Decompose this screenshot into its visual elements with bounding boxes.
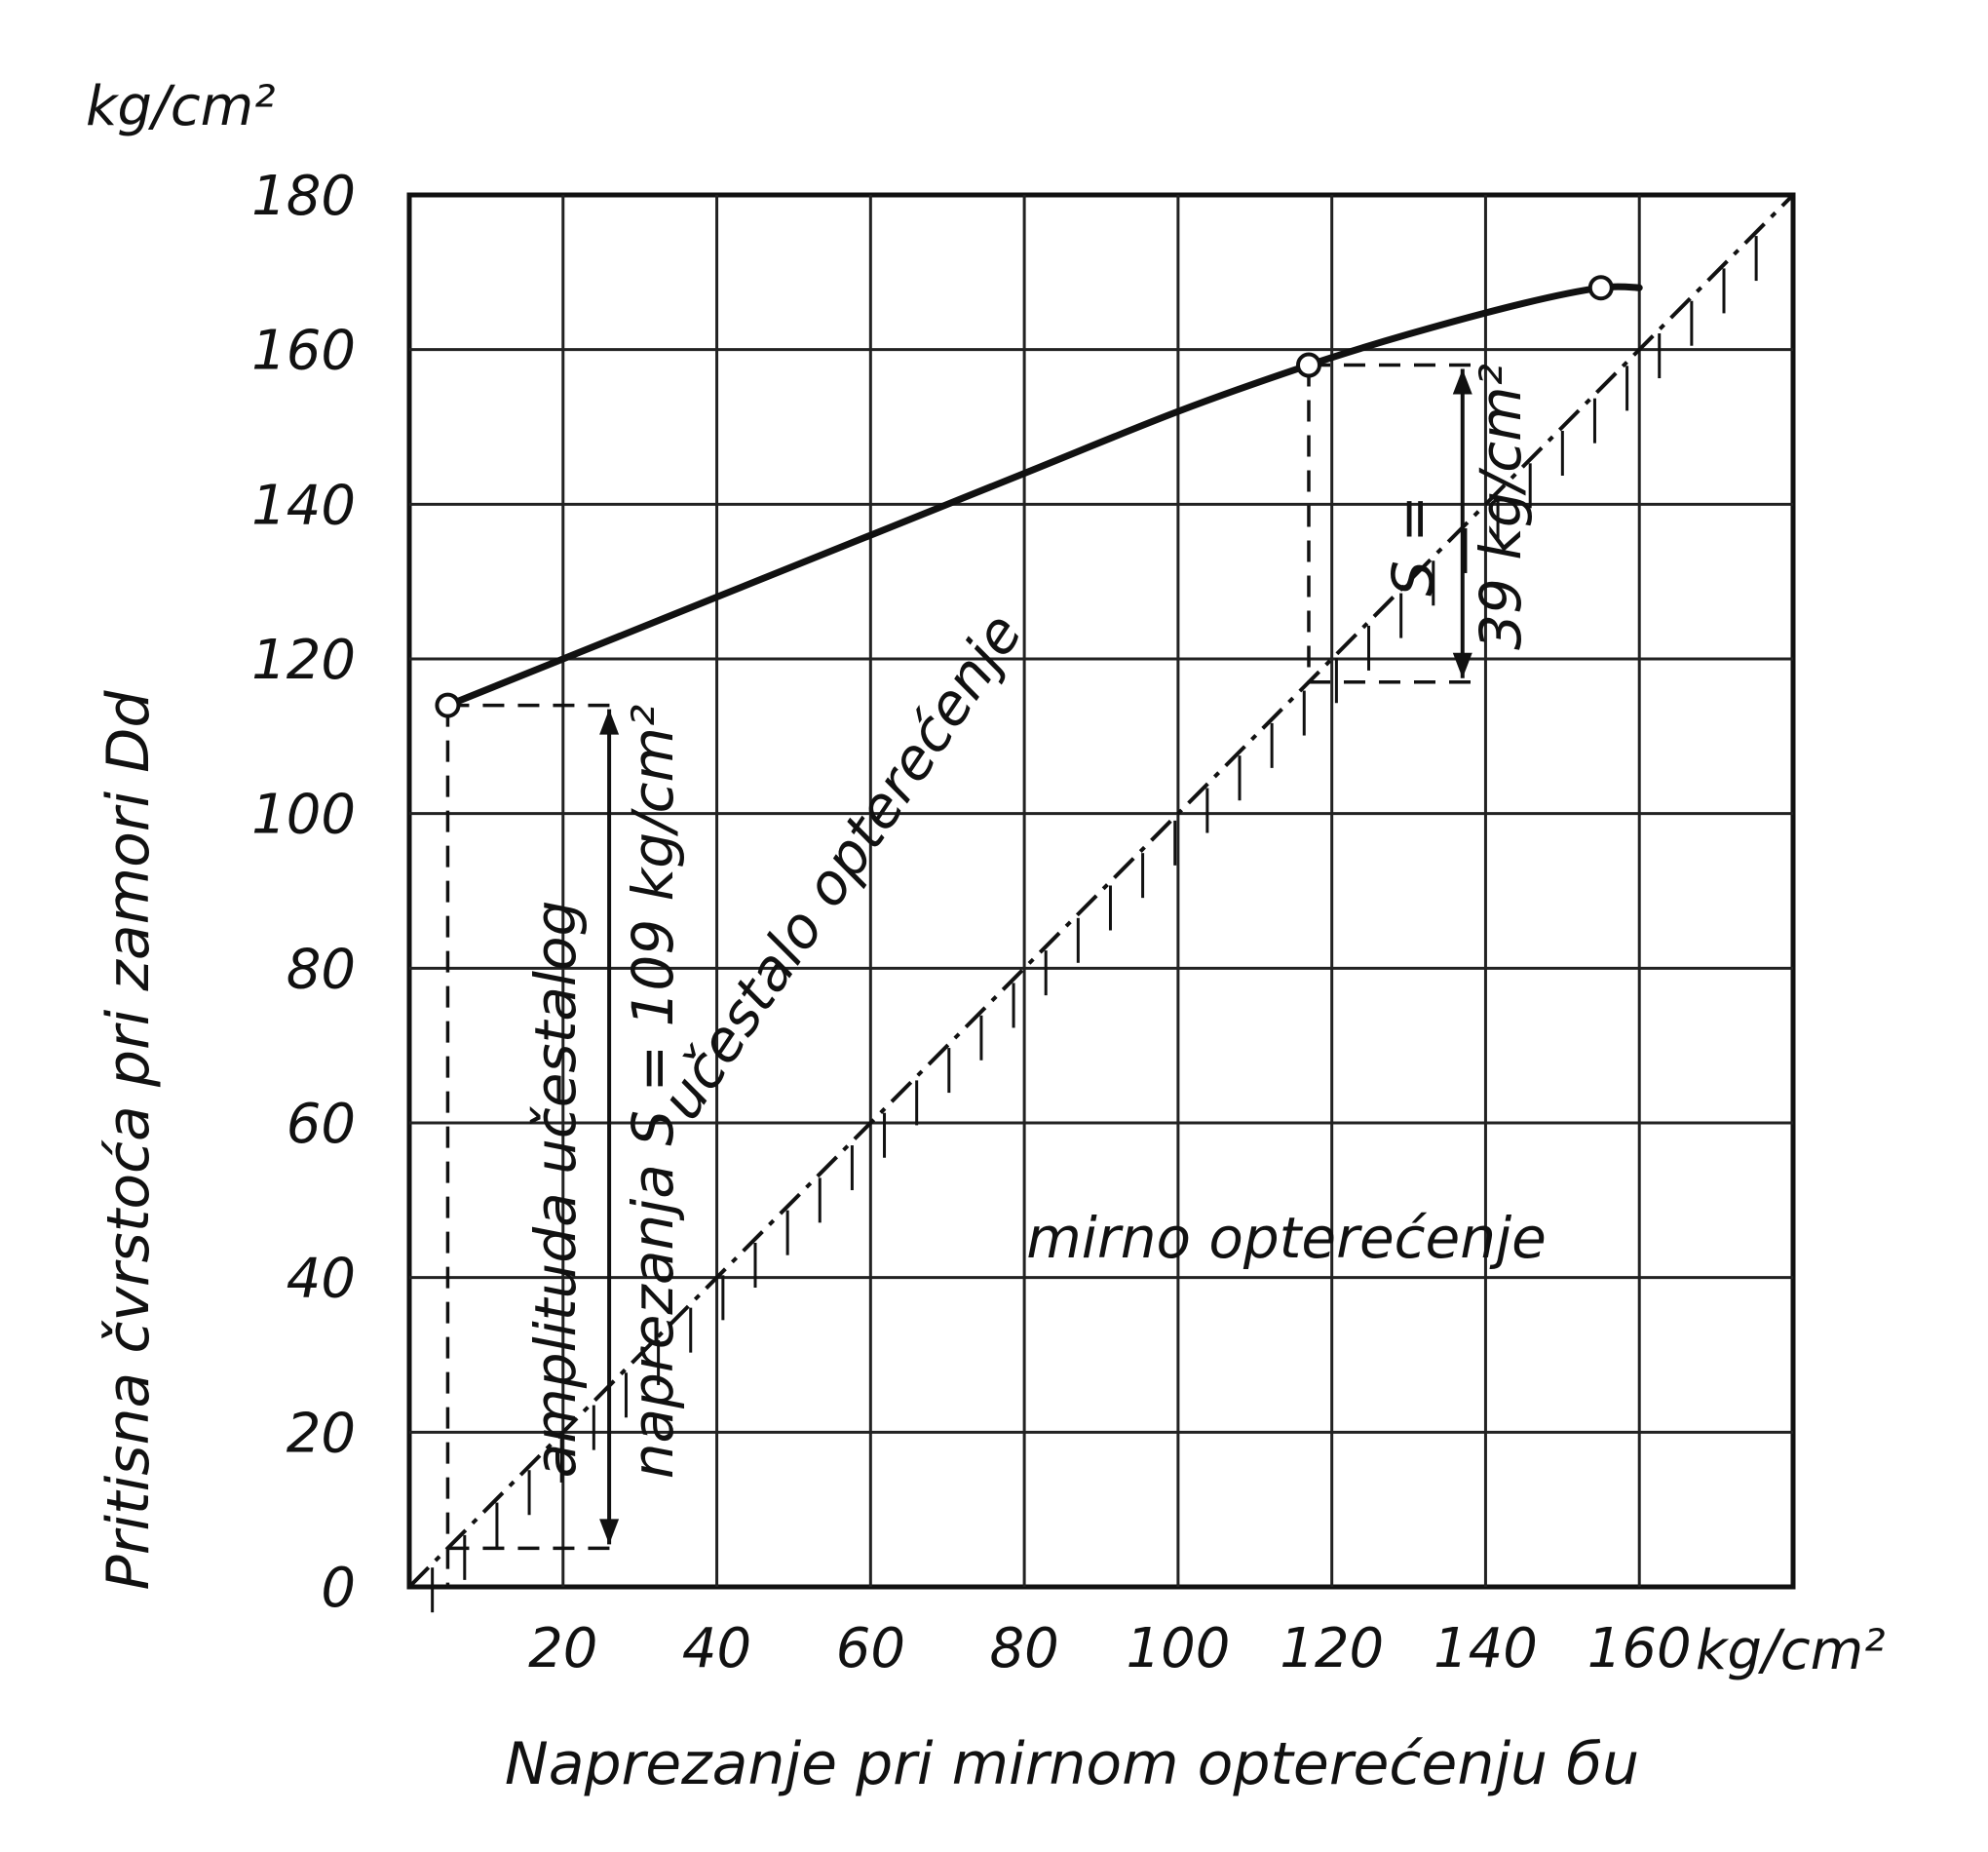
s-small-arrow-head-top (1452, 368, 1472, 395)
x-tick-label: 160 (1587, 1617, 1692, 1680)
marked-point (1296, 352, 1321, 378)
upper-region-label: učestalo opterećenje (648, 601, 1035, 1131)
y-tick-label: 180 (251, 165, 356, 228)
x-tick-label: 20 (528, 1617, 597, 1680)
marked-point (435, 692, 461, 718)
y-tick-label: 20 (287, 1402, 356, 1465)
dashed-guides (445, 363, 1478, 1587)
s-small-label-line1: S = (1380, 495, 1446, 597)
amplitude-arrow-head-top (599, 709, 620, 735)
x-tick-label: 60 (836, 1617, 905, 1680)
dimension-arrows (599, 368, 1472, 1545)
x-axis-title: Naprezanje pri mirnom opterećenju бu (505, 1730, 1639, 1798)
x-tick-label: 140 (1434, 1617, 1538, 1680)
fatigue-curve-line (443, 283, 1643, 710)
y-tick-label: 0 (321, 1557, 356, 1620)
amplitude-label-line2: naprezanja S = 109 kg/cm² (620, 705, 686, 1480)
y-tick-label: 60 (287, 1093, 356, 1156)
diagonal-line (407, 193, 1795, 1589)
y-tick-label: 40 (287, 1248, 356, 1311)
x-tick-label: 80 (989, 1617, 1058, 1680)
diagonal-hatched-line (407, 193, 1795, 1613)
marked-point (1587, 275, 1614, 301)
s-small-arrow-head-bottom (1452, 652, 1472, 678)
y-axis-title: Pritisna čvrstoća pri zamori Dd (95, 690, 163, 1591)
x-tick-label: 120 (1280, 1617, 1384, 1680)
fatigue-curve (443, 283, 1643, 710)
lower-region-label: mirno opterećenje (1026, 1205, 1547, 1271)
amplitude-label-line1: amplituda učestalog (522, 901, 589, 1479)
y-tick-label: 160 (251, 320, 356, 383)
y-tick-label: 120 (251, 629, 356, 692)
grid (406, 192, 1796, 1590)
y-tick-label: 100 (251, 784, 356, 847)
amplitude-arrow-head-bottom (599, 1519, 620, 1545)
x-unit-label: kg/cm² (1696, 1619, 1886, 1682)
x-tick-label: 100 (1126, 1617, 1230, 1680)
y-unit-label: kg/cm² (86, 75, 276, 138)
y-tick-label: 80 (287, 938, 356, 1001)
tick-labels: 20 40 60 80 100 120 140 160 0 20 40 60 80 100 120 140 16… (251, 165, 1692, 1680)
x-tick-label: 40 (682, 1617, 751, 1680)
y-tick-label: 140 (251, 474, 356, 537)
plot-frame (406, 192, 1796, 1590)
marked-points (435, 275, 1614, 718)
s-small-label-line2: 39 kg/cm² (1468, 364, 1534, 650)
